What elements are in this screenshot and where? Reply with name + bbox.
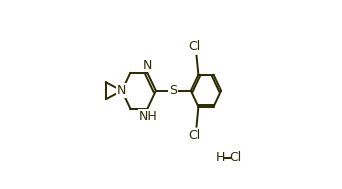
Text: NH: NH: [139, 110, 158, 123]
Text: H: H: [215, 151, 225, 164]
Text: Cl: Cl: [188, 40, 201, 53]
Text: N: N: [143, 59, 152, 72]
Text: S: S: [169, 84, 177, 97]
Text: Cl: Cl: [188, 129, 201, 143]
Text: Cl: Cl: [229, 151, 241, 164]
Text: N: N: [117, 84, 127, 97]
